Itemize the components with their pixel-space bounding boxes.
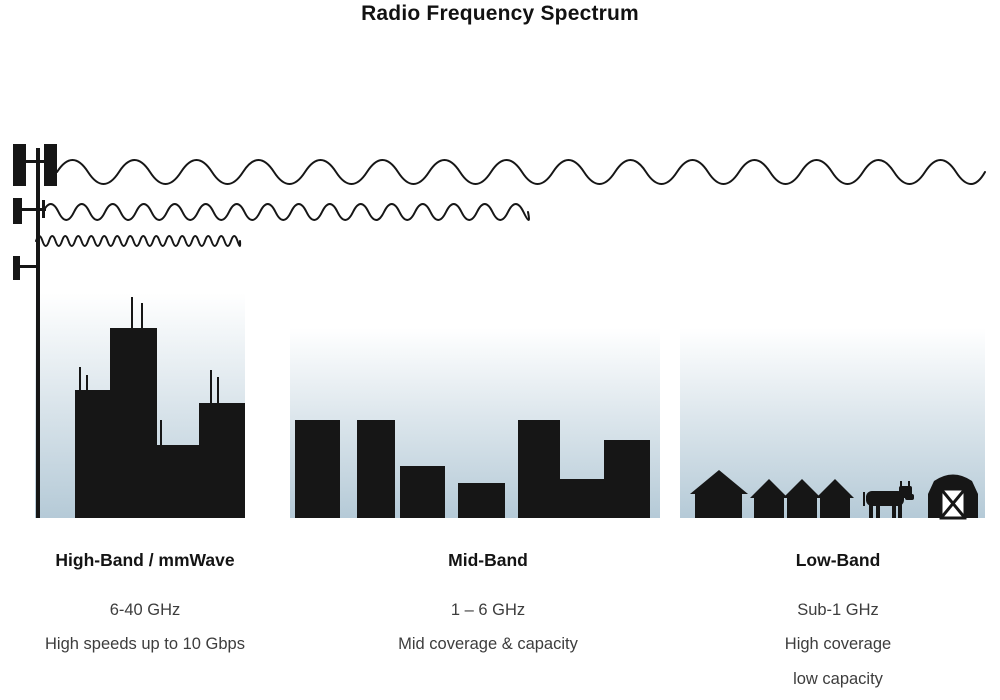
house-icon [783,479,821,518]
band-title: High-Band / mmWave [55,550,235,570]
spectrum-illustration [13,144,986,520]
rural-scene-low-band [690,470,978,520]
wave-mid-band-medium-wavelength [42,203,530,221]
barn-icon [928,474,978,520]
band-title: Low-Band [795,550,881,570]
city-skyline-high-band [75,297,245,518]
band-frequency: 6-40 GHz [109,601,181,619]
band-title: Mid-Band [448,550,528,570]
band-label-low-band: Low-Band Sub-1 GHz High coverage low cap… [688,550,988,700]
band-label-high-band: High-Band / mmWave 6-40 GHz High speeds … [0,550,290,666]
wave-low-band-long-wavelength [56,159,986,185]
cow-icon [863,481,914,518]
house-icon [750,479,788,518]
cell-tower-icon [13,144,57,518]
band-detail: Mid coverage & capacity [398,635,578,654]
band-frequency: Sub-1 GHz [797,601,879,619]
town-buildings-mid-band [295,420,650,518]
house-icon [816,479,854,518]
band-frequency: 1 – 6 GHz [450,601,526,619]
band-detail: High speeds up to 10 Gbps [45,635,245,654]
house-icon [690,470,748,518]
wave-high-band-short-wavelength [35,235,242,247]
page-title: Radio Frequency Spectrum [361,2,639,25]
band-detail: low capacity [793,669,883,688]
band-detail: High coverage [784,635,892,654]
band-label-mid-band: Mid-Band 1 – 6 GHz Mid coverage & capaci… [338,550,638,666]
